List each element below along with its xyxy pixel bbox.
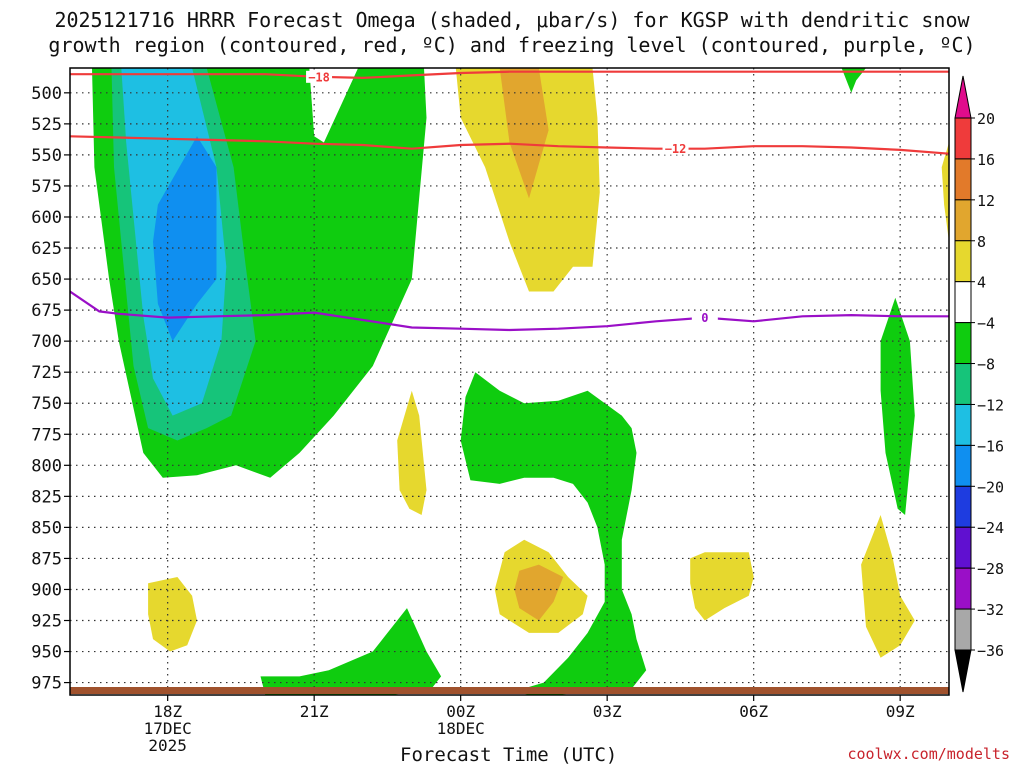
contour-label-dgz_minus18: −18 xyxy=(308,70,330,84)
y-tick-label-875: 875 xyxy=(31,549,62,569)
y-tick-label-775: 775 xyxy=(31,425,62,445)
x-tick-label-21Z: 21Z xyxy=(300,702,329,721)
colorbar-band-5 xyxy=(954,322,972,365)
y-axis: 500 525 550 575 600 625 650 675 700 725 750 775 800 8… xyxy=(31,84,70,694)
contour-label-bg-freezing_level_0C xyxy=(691,311,718,324)
colorbar-label-4: 4 xyxy=(977,274,986,292)
colorbar-band-9 xyxy=(954,485,972,528)
y-tick-label-825: 825 xyxy=(31,487,62,507)
x-tick-date-00Z: 18DEC xyxy=(437,719,485,738)
y-tick-label-800: 800 xyxy=(31,456,62,476)
colorbar-label-10: −24 xyxy=(977,519,1004,537)
omega-green-mid xyxy=(460,372,647,695)
y-tick-label-500: 500 xyxy=(31,84,62,104)
chart-title-line1: 2025121716 HRRR Forecast Omega (shaded, … xyxy=(54,8,970,32)
contour-dgz_minus18 xyxy=(70,70,949,80)
x-tick-year-18Z: 2025 xyxy=(148,736,187,755)
y-tick-label-700: 700 xyxy=(31,332,62,352)
colorbar-label-6: −8 xyxy=(977,356,995,374)
colorbar-label-3: 8 xyxy=(977,233,986,251)
y-tick-label-600: 600 xyxy=(31,208,62,228)
contour-label-freezing_level_0C: 0 xyxy=(701,311,708,325)
x-tick-date-18Z: 17DEC xyxy=(144,719,192,738)
contour-label-dgz_minus12: −12 xyxy=(665,142,687,156)
y-tick-label-575: 575 xyxy=(31,177,62,197)
x-tick-label-06Z: 06Z xyxy=(739,702,768,721)
y-tick-label-850: 850 xyxy=(31,518,62,538)
chart-title-line2: growth region (contoured, red, ºC) and f… xyxy=(48,33,976,57)
y-tick-label-725: 725 xyxy=(31,363,62,383)
colorbar-band-1 xyxy=(954,158,972,201)
contours: −18 −12 0 xyxy=(70,70,949,332)
colorbar: 20 16 12 8 4 −4 −8 −12 −16 −20 −24 −28 −32 −36 xyxy=(954,75,1004,693)
omega-yellow-low2 xyxy=(690,552,754,621)
y-tick-label-900: 900 xyxy=(31,580,62,600)
colorbar-label-1: 16 xyxy=(977,151,995,169)
y-tick-label-975: 975 xyxy=(31,674,62,694)
colorbar-band-11 xyxy=(954,567,972,610)
contour-label-bg-dgz_minus18 xyxy=(306,70,333,83)
x-tick-label-18Z: 18Z xyxy=(153,702,182,721)
y-tick-label-550: 550 xyxy=(31,146,62,166)
contour-label-bg-dgz_minus12 xyxy=(662,142,689,155)
y-tick-label-525: 525 xyxy=(31,115,62,135)
colorbar-band-7 xyxy=(954,403,972,446)
ground-bar xyxy=(70,687,949,694)
colorbar-label-8: −16 xyxy=(977,437,1004,455)
site-credit-link[interactable]: coolwx.com/modelts xyxy=(847,745,1010,763)
colorbar-band-3 xyxy=(954,240,972,283)
colorbar-band-8 xyxy=(954,444,972,487)
y-tick-label-950: 950 xyxy=(31,643,62,663)
omega-shading xyxy=(92,68,949,695)
omega-yellow-mid1 xyxy=(397,390,427,515)
omega-green-right xyxy=(880,297,915,515)
colorbar-band-0 xyxy=(954,117,972,160)
omega-orange-mid xyxy=(514,564,564,621)
colorbar-label-2: 12 xyxy=(977,192,995,210)
omega-yellow-low1 xyxy=(148,577,197,652)
grid xyxy=(70,68,949,695)
y-tick-label-750: 750 xyxy=(31,394,62,414)
colorbar-label-12: −32 xyxy=(977,601,1004,619)
colorbar-label-7: −12 xyxy=(977,396,1004,414)
contour-dgz_minus12 xyxy=(70,135,949,155)
omega-yellow-edge xyxy=(941,142,949,242)
x-tick-label-03Z: 03Z xyxy=(593,702,622,721)
y-tick-label-650: 650 xyxy=(31,270,62,290)
colorbar-label-13: −36 xyxy=(977,642,1004,660)
colorbar-band-6 xyxy=(954,363,972,405)
omega-green-low xyxy=(260,608,442,695)
contour-freezing_level_0C xyxy=(70,290,949,332)
colorbar-band-12 xyxy=(954,608,972,651)
omega-yellow-low3 xyxy=(861,515,915,658)
omega-green-topright xyxy=(841,68,866,93)
x-axis-title: Forecast Time (UTC) xyxy=(400,744,618,766)
colorbar-band-10 xyxy=(954,526,972,569)
colorbar-label-9: −20 xyxy=(977,478,1004,496)
x-tick-label-00Z: 00Z xyxy=(446,702,475,721)
colorbar-top-arrow xyxy=(954,75,972,119)
colorbar-band-2 xyxy=(954,199,972,242)
colorbar-label-11: −28 xyxy=(977,560,1004,578)
x-tick-label-09Z: 09Z xyxy=(886,702,915,721)
y-tick-label-625: 625 xyxy=(31,239,62,259)
colorbar-band-4 xyxy=(954,281,972,324)
omega-blue xyxy=(153,136,217,342)
plot-frame xyxy=(69,67,950,696)
y-tick-label-925: 925 xyxy=(31,612,62,632)
y-tick-label-675: 675 xyxy=(31,301,62,321)
colorbar-bottom-arrow xyxy=(954,649,972,693)
omega-orange-top xyxy=(499,68,549,199)
colorbar-label-0: 20 xyxy=(977,110,995,128)
colorbar-label-5: −4 xyxy=(977,315,995,333)
